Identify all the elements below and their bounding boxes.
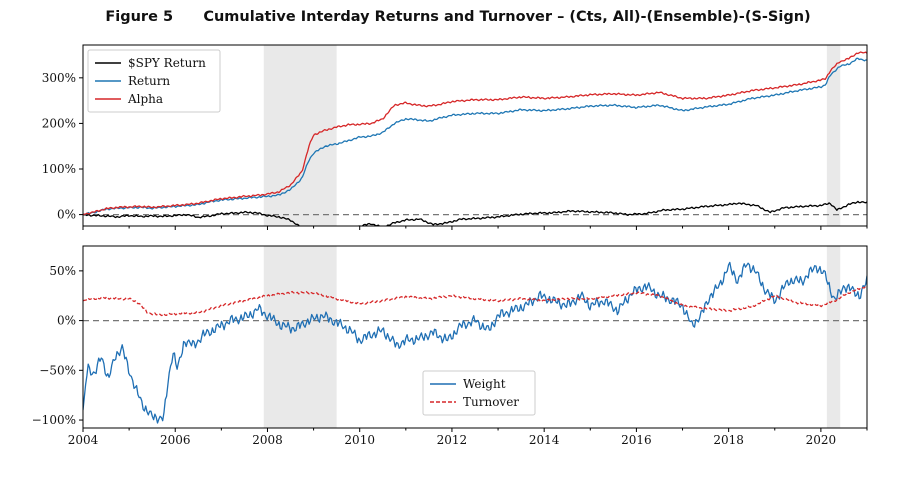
x-tick-label: 2016 [621, 433, 652, 447]
series-line-return [83, 57, 867, 216]
legend-label: $SPY Return [128, 56, 206, 70]
y-tick-label: 300% [42, 71, 76, 85]
x-tick-label: 2008 [252, 433, 283, 447]
legend-label: Turnover [463, 395, 519, 409]
panel-top: 0% 100% 200% 300% $SPY Return Return Alpha [42, 44, 868, 230]
series-line-weight [83, 261, 867, 424]
plot-series-group [83, 51, 867, 226]
x-tick-label: 2004 [68, 433, 99, 447]
y-tick-label: 200% [42, 116, 76, 130]
legend: Weight Turnover [422, 370, 536, 416]
x-tick-label: 2014 [529, 433, 560, 447]
series-line-spy-return [83, 200, 867, 226]
figure-label: Figure 5 [105, 9, 174, 25]
legend-box [87, 49, 221, 113]
series-line-alpha [83, 51, 867, 216]
y-tick-label: 50% [49, 264, 76, 278]
x-tick-label: 2012 [437, 433, 468, 447]
shaded-period [826, 45, 841, 226]
legend-label: Weight [463, 377, 506, 391]
legend-box [422, 370, 536, 416]
y-tick-label: −100% [32, 413, 76, 427]
x-tick-label: 2020 [806, 433, 837, 447]
shaded-period [263, 45, 337, 226]
y-tick-label: 0% [57, 208, 76, 222]
panel-bottom: −100% −50% 0% 50% 2004 2006 2008 2010 2012 2014 20… [32, 245, 868, 447]
legend: $SPY Return Return Alpha [87, 49, 221, 113]
x-tick-label: 2010 [344, 433, 375, 447]
series-line-turnover [83, 284, 867, 317]
figure-title: Figure 5 Cumulative Interday Returns and… [0, 9, 916, 25]
figure-title-text: Cumulative Interday Returns and Turnover… [203, 9, 811, 25]
plot-frame [82, 44, 868, 227]
plot-frame [82, 245, 868, 429]
plot-series-group [83, 261, 867, 424]
y-tick-label: −50% [39, 363, 76, 377]
y-tick-label: 0% [57, 314, 76, 328]
legend-label: Return [128, 74, 170, 88]
shaded-period [263, 246, 337, 428]
x-tick-label: 2018 [713, 433, 744, 447]
shaded-period [826, 246, 841, 428]
legend-label: Alpha [127, 92, 163, 106]
y-tick-label: 100% [42, 162, 76, 176]
x-tick-label: 2006 [160, 433, 191, 447]
